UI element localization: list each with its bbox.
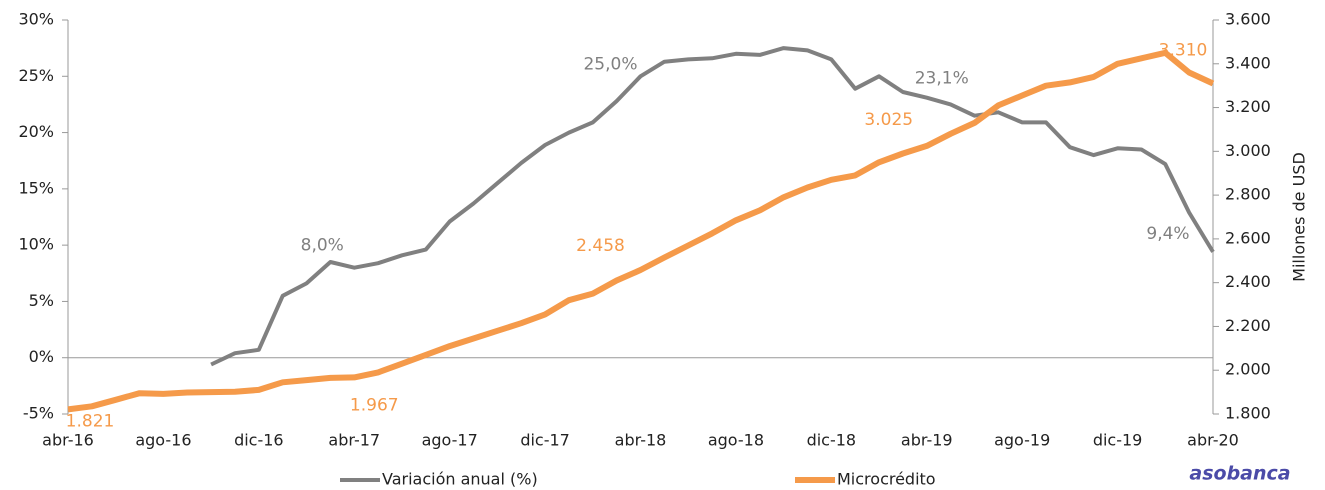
y-tick-label: 15% [18,178,54,197]
x-tick-label: ago-16 [135,431,191,450]
x-tick-label: abr-20 [1187,431,1239,450]
data-label: 1.967 [350,395,399,415]
y2-tick-label: 3.400 [1225,53,1271,72]
y2-tick-label: 2.600 [1225,228,1271,247]
y2-axis-title: Millones de USD [1290,152,1309,282]
y2-tick-label: 2.000 [1225,360,1271,379]
x-tick-label: dic-16 [234,431,284,450]
data-label: 23,1% [915,69,969,89]
y-tick-label: -5% [23,404,54,423]
x-tick-label: ago-17 [422,431,478,450]
y2-tick-label: 2.400 [1225,272,1271,291]
x-tick-label: abr-18 [615,431,667,450]
legend-label: Variación anual (%) [382,470,538,489]
x-tick-label: abr-17 [328,431,380,450]
x-tick-label: ago-19 [994,431,1050,450]
y-tick-label: 0% [29,347,54,366]
y-tick-label: 20% [18,122,54,141]
x-tick-label: dic-18 [807,431,857,450]
data-label: 8,0% [301,236,344,256]
data-label: 25,0% [583,54,637,74]
x-tick-label: ago-18 [708,431,764,450]
data-label: 1.821 [66,411,115,431]
y2-tick-label: 1.800 [1225,404,1271,423]
y2-tick-label: 2.200 [1225,316,1271,335]
x-tick-label: abr-19 [901,431,953,450]
data-label: 2.458 [576,236,625,256]
y-tick-label: 10% [18,235,54,254]
y-tick-label: 30% [18,10,54,29]
data-label: 3.310 [1159,40,1208,60]
y2-tick-label: 2.800 [1225,185,1271,204]
y2-tick-label: 3.600 [1225,10,1271,29]
series-line [210,46,1215,367]
logo: asobanca [1189,463,1290,485]
x-tick-label: dic-19 [1093,431,1143,450]
x-tick-label: dic-17 [520,431,570,450]
y2-tick-label: 3.200 [1225,97,1271,116]
series-line [67,49,1215,413]
y2-tick-label: 3.000 [1225,141,1271,160]
data-label: 3.025 [864,110,913,130]
y-tick-label: 5% [29,291,54,310]
x-tick-label: abr-16 [42,431,94,450]
legend-label: Microcrédito [837,470,936,489]
y-tick-label: 25% [18,66,54,85]
data-label: 9,4% [1146,224,1189,244]
